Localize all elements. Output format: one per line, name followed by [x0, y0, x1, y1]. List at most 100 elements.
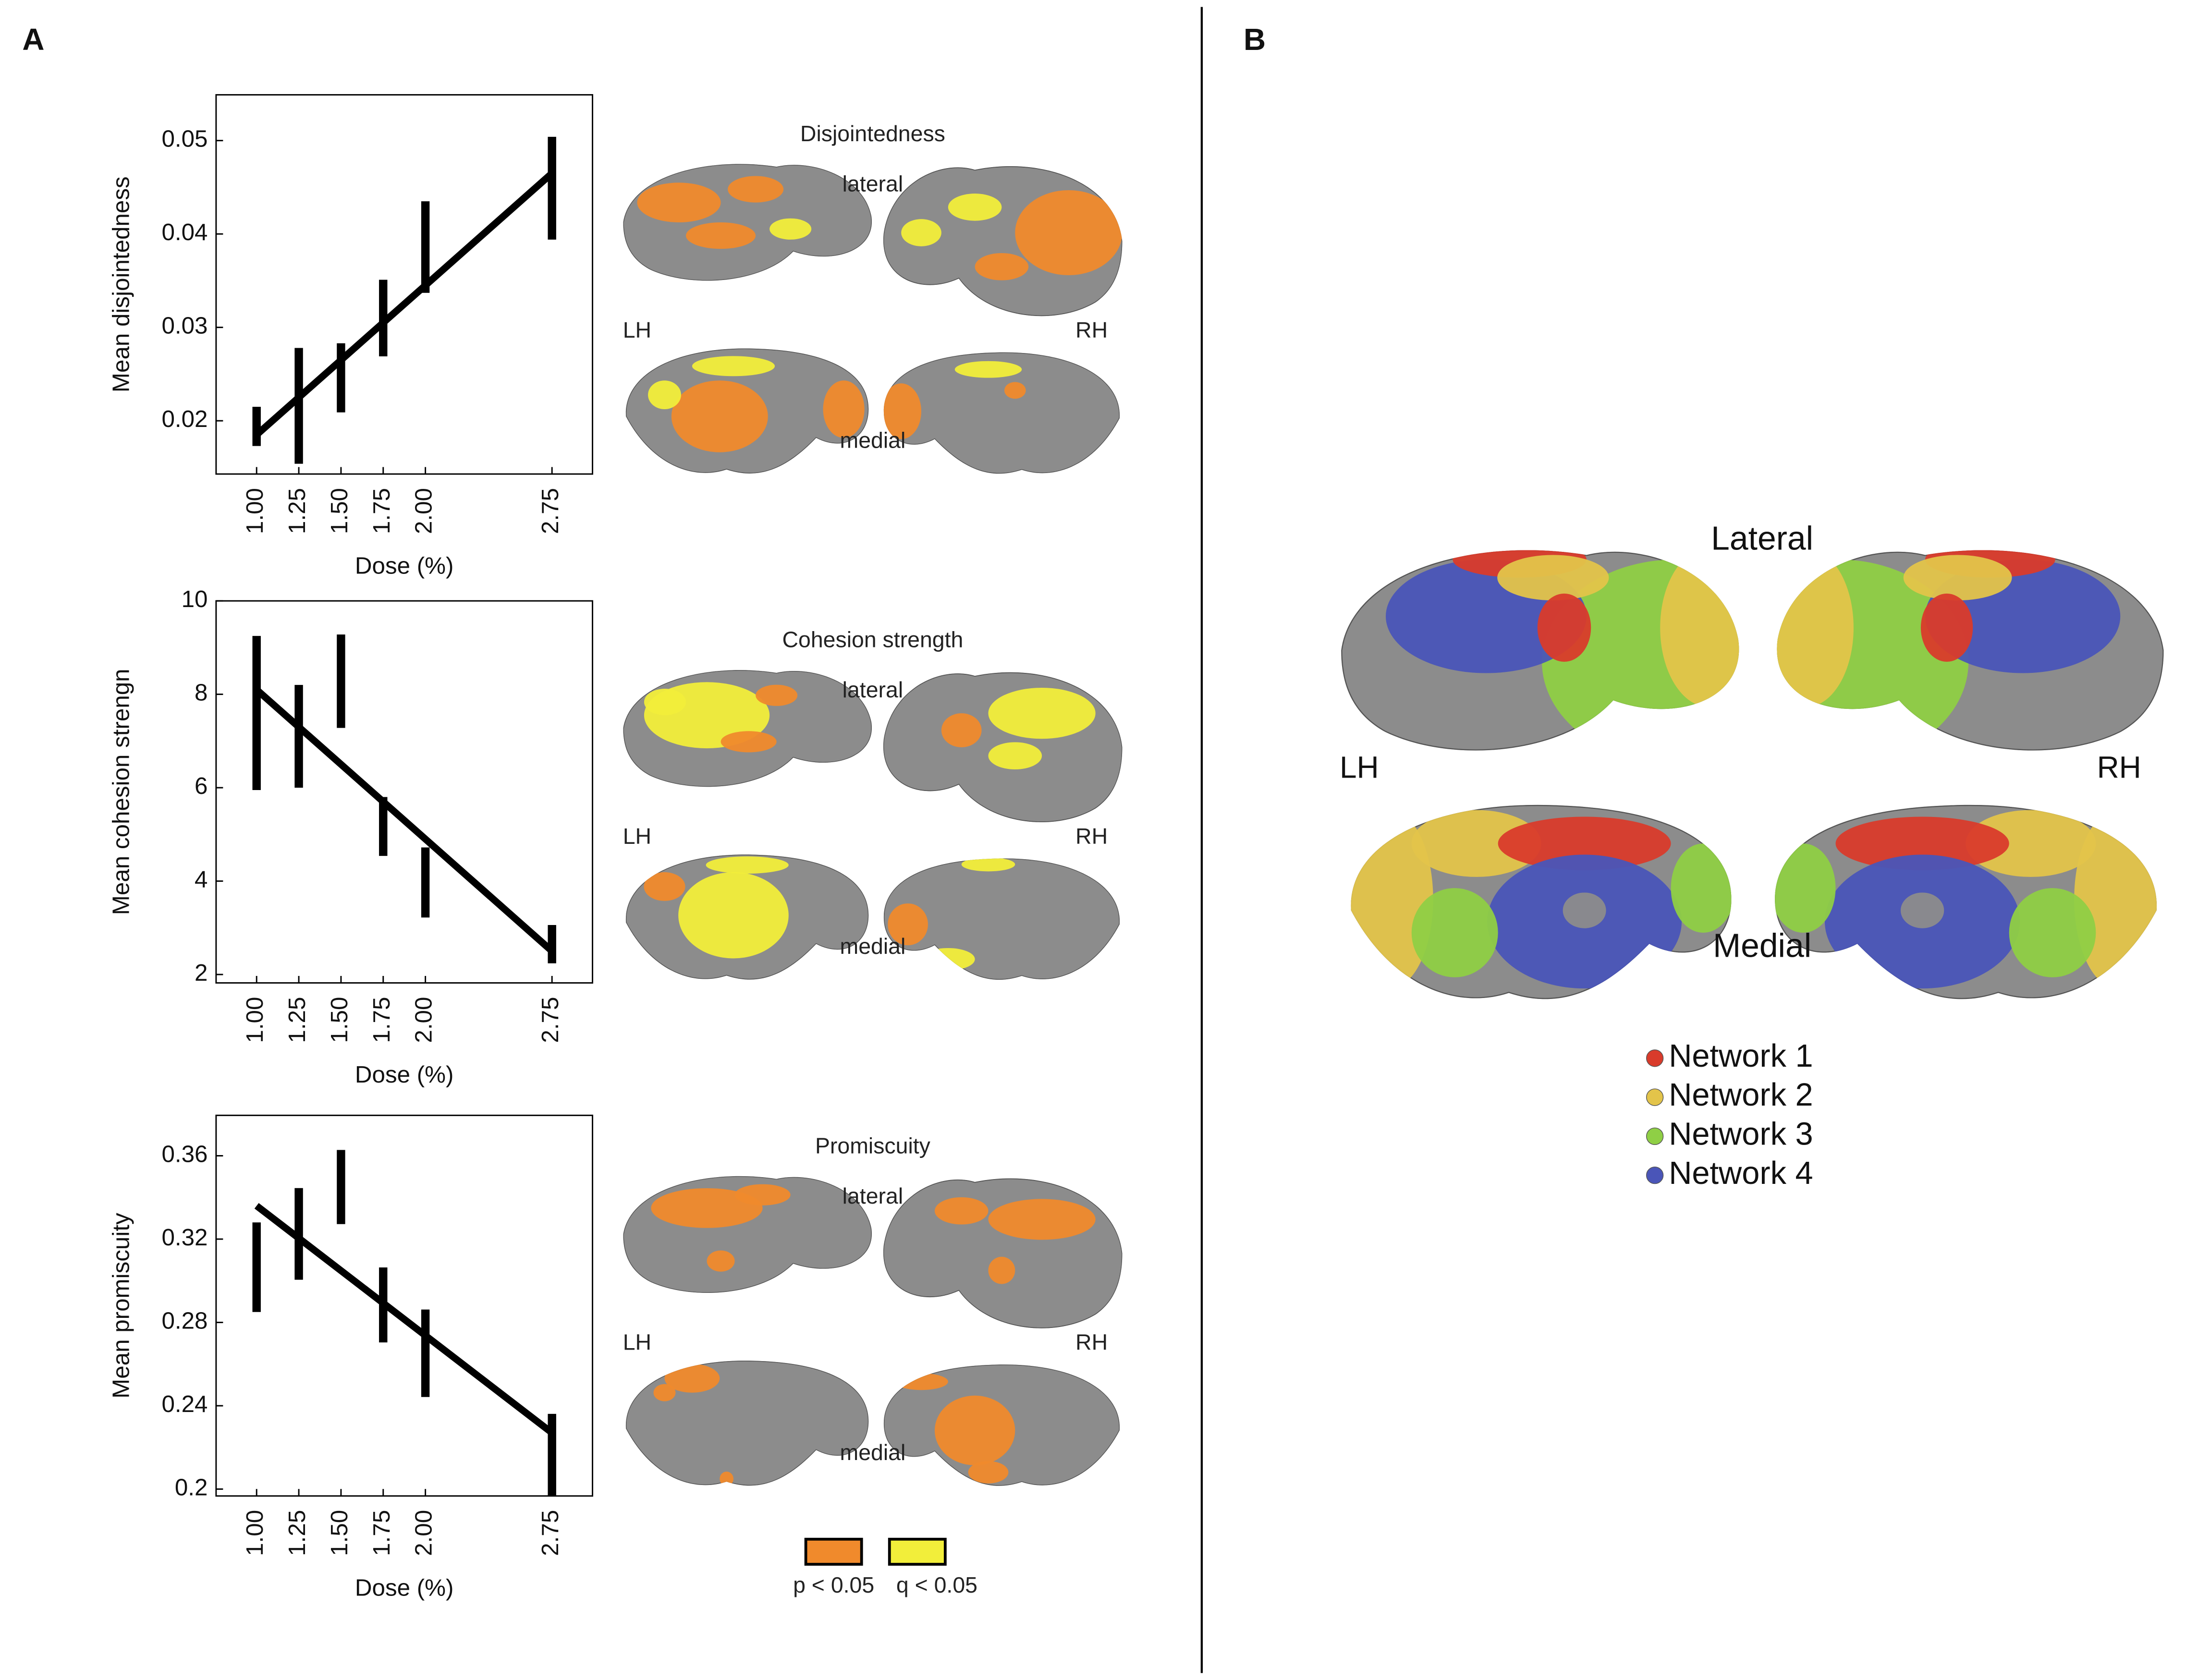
brain-region	[2009, 888, 2096, 977]
brain-region	[1497, 555, 1609, 601]
brain	[625, 1361, 869, 1486]
x-tick-label: 2.75	[537, 1510, 563, 1556]
brain-region	[692, 356, 775, 377]
brain-region	[988, 742, 1042, 769]
brain-region	[934, 1197, 989, 1225]
brain	[1341, 550, 1739, 751]
brain-region	[934, 1395, 1015, 1465]
x-tick-label: 1.50	[326, 488, 353, 534]
brain	[883, 1178, 1123, 1328]
brain-region	[1411, 810, 1541, 877]
brain	[625, 348, 869, 474]
x-axis-label: Dose (%)	[355, 553, 454, 579]
y-tick-label: 8	[195, 680, 208, 706]
brain	[883, 166, 1123, 317]
hemisphere-label: RH	[2097, 750, 2141, 784]
x-tick-label: 2.00	[411, 488, 437, 534]
x-tick-label: 1.25	[284, 1510, 310, 1556]
brain-region	[720, 1472, 733, 1486]
legend-swatch	[888, 1537, 947, 1566]
view-label: Medial	[1713, 926, 1811, 964]
brain-region	[894, 1373, 948, 1390]
brain-regions	[651, 1184, 791, 1272]
brain-region	[706, 856, 789, 874]
y-tick-label: 0.05	[161, 126, 208, 152]
brain-regions	[653, 1363, 733, 1486]
brain-region	[988, 1199, 1096, 1240]
x-tick-label: 2.75	[537, 997, 563, 1043]
brain-region	[756, 684, 798, 706]
brain-region	[1537, 593, 1591, 662]
y-tick-label: 10	[182, 586, 208, 612]
brain-region	[888, 903, 928, 946]
x-tick-label: 1.50	[326, 1510, 353, 1556]
brain-region	[941, 713, 982, 747]
brain-region	[637, 183, 721, 223]
fit-line	[254, 170, 555, 438]
x-tick-label: 1.00	[242, 1510, 268, 1556]
brain-regions	[644, 856, 789, 959]
legend-label: Network 2	[1669, 1077, 1813, 1113]
brain-region	[707, 1250, 735, 1272]
brain-region	[734, 1184, 791, 1205]
brain-region	[1966, 810, 2096, 877]
y-tick-label: 0.03	[161, 313, 208, 339]
hemisphere-label: RH	[1075, 824, 1108, 849]
fit-line	[254, 1203, 554, 1436]
y-tick-label: 0.04	[161, 219, 208, 245]
brain-region	[1920, 593, 1973, 662]
x-tick-label: 1.75	[368, 997, 395, 1043]
y-tick-label: 0.28	[161, 1308, 208, 1334]
legend-label: p < 0.05	[793, 1572, 874, 1597]
x-tick-label: 2.75	[537, 488, 563, 534]
brain-region	[644, 689, 686, 716]
brain-region	[644, 872, 685, 901]
y-axis-label: Mean promiscuity	[108, 1213, 134, 1399]
hemisphere-label: RH	[1075, 1330, 1108, 1355]
y-tick-label: 0.24	[161, 1391, 208, 1417]
brain	[883, 1364, 1120, 1486]
brain-regions	[637, 176, 812, 249]
brain-region	[1563, 892, 1606, 928]
brain-region	[1015, 190, 1123, 276]
brain	[883, 858, 1120, 980]
view-label: lateral	[843, 677, 903, 702]
brain-region	[769, 218, 812, 240]
view-label: medial	[840, 1440, 906, 1465]
y-tick-label: 2	[195, 960, 208, 986]
fit-line	[254, 687, 555, 954]
brain-region	[1660, 550, 1739, 707]
brain-region	[685, 222, 756, 249]
brain-regions	[648, 356, 865, 452]
brain-region	[653, 1384, 676, 1401]
brain-region	[954, 361, 1022, 378]
x-tick-label: 1.25	[284, 997, 310, 1043]
legend-dot	[1646, 1049, 1664, 1067]
brain	[883, 672, 1123, 822]
brain-regions	[894, 1373, 1015, 1484]
y-tick-label: 0.2	[175, 1474, 208, 1501]
x-axis-label: Dose (%)	[355, 1061, 454, 1088]
brain-surface	[625, 1361, 869, 1486]
brain-region	[1671, 843, 1732, 933]
brain-region	[901, 219, 941, 246]
hemisphere-label: RH	[1075, 317, 1108, 342]
brain	[623, 164, 872, 281]
view-label: Lateral	[1711, 520, 1813, 557]
brain	[623, 1176, 872, 1293]
legend-dot	[1646, 1167, 1664, 1184]
legend-label: q < 0.05	[896, 1572, 977, 1597]
x-tick-label: 1.75	[368, 488, 395, 534]
brain-region	[975, 253, 1029, 280]
plot-frame	[215, 600, 593, 984]
brain-regions	[901, 190, 1123, 280]
x-tick-label: 1.25	[284, 488, 310, 534]
brain-regions	[644, 682, 798, 753]
hemisphere-label: LH	[623, 1330, 651, 1355]
x-tick-label: 1.00	[242, 997, 268, 1043]
brain-region	[988, 688, 1096, 739]
y-tick-label: 6	[195, 773, 208, 799]
x-axis-label: Dose (%)	[355, 1574, 454, 1601]
